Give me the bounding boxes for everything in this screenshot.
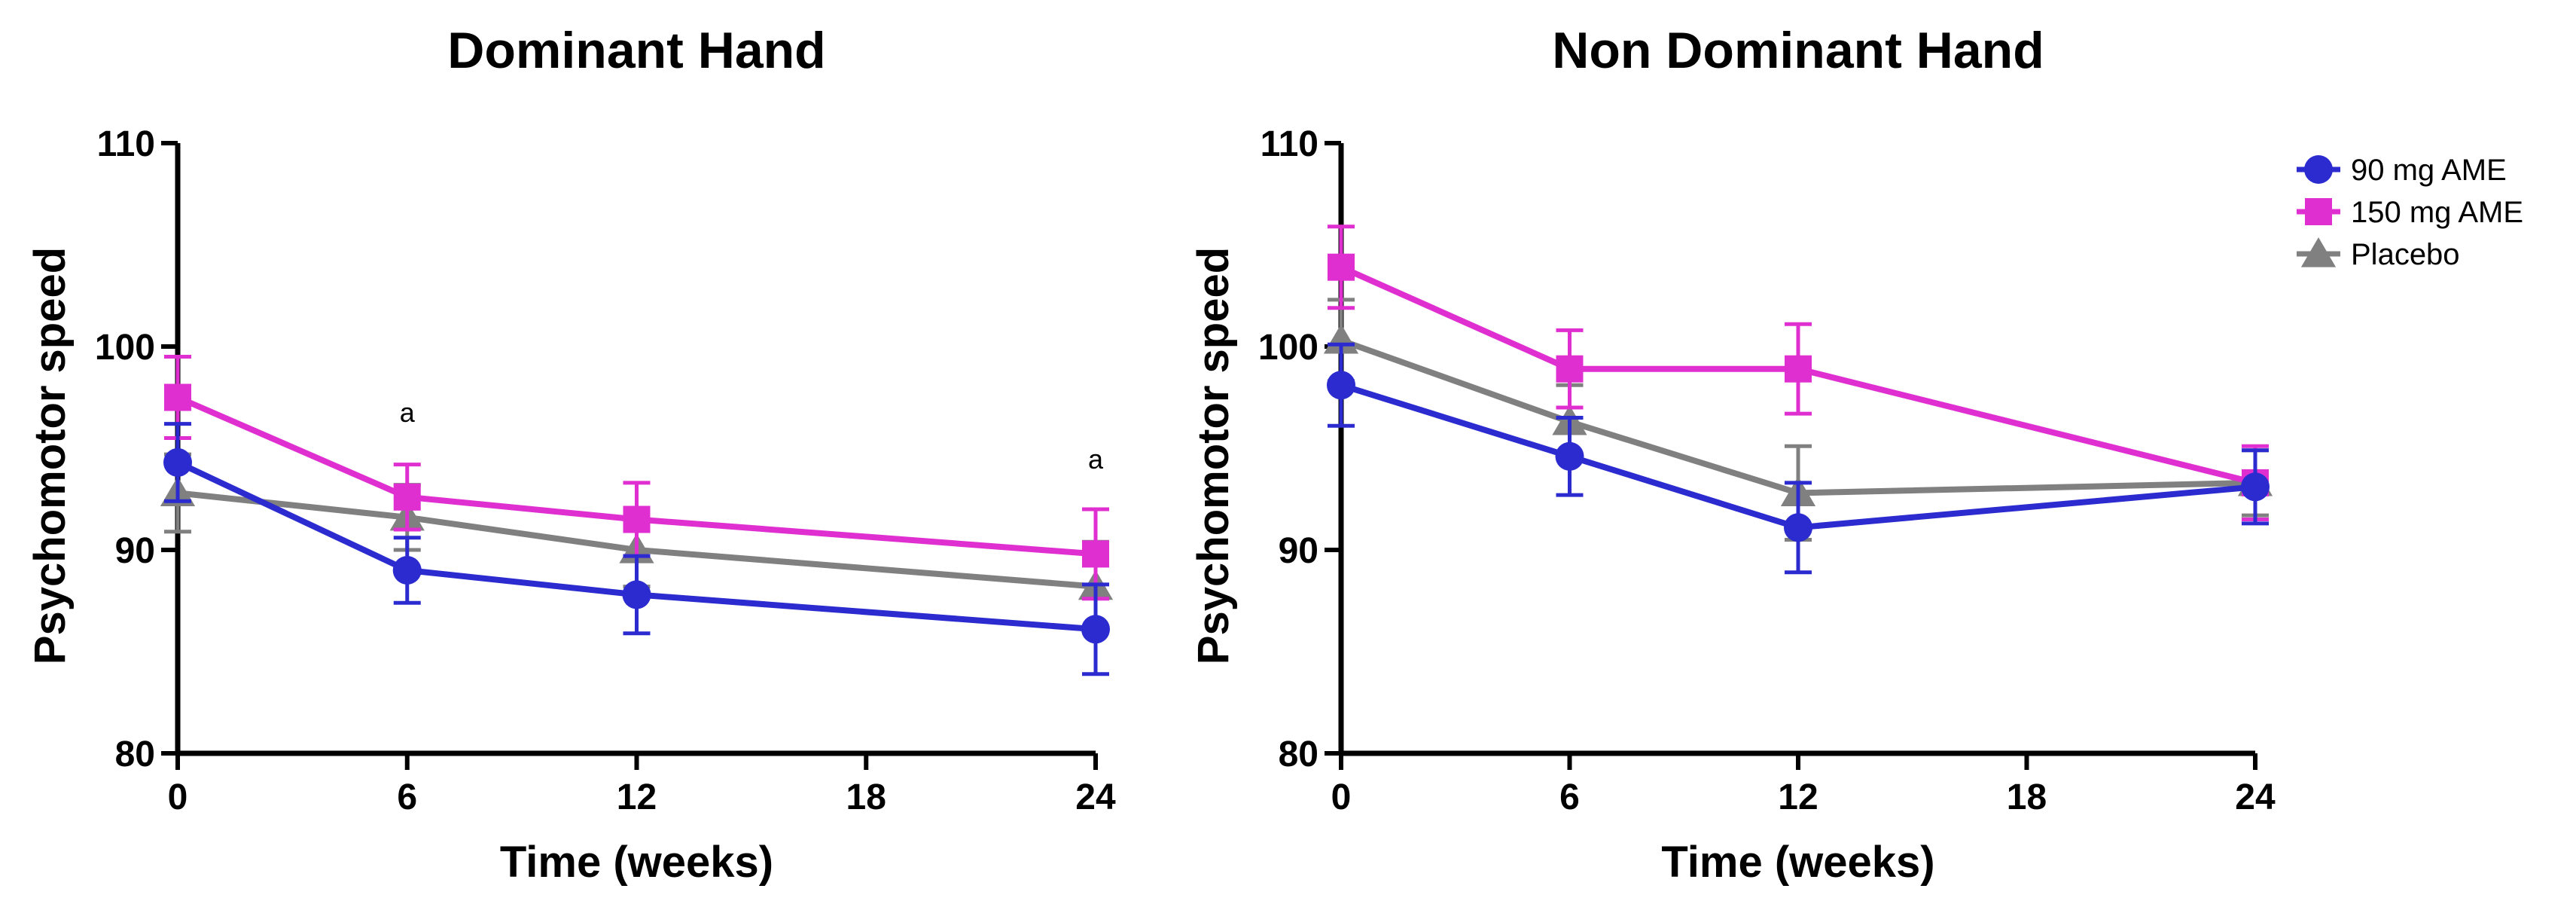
data-point xyxy=(1556,355,1584,383)
data-point xyxy=(1785,355,1812,383)
x-tick-label: 6 xyxy=(397,777,417,817)
annotation-label: a xyxy=(400,397,416,428)
series-line xyxy=(1340,264,2256,486)
y-tick-label: 110 xyxy=(97,124,155,164)
series-line xyxy=(1340,382,2256,531)
y-axis-label: Psychomotor speed xyxy=(1189,247,1238,664)
y-tick-label: 90 xyxy=(115,531,155,571)
y-axis-label: Psychomotor speed xyxy=(26,247,75,664)
series-90-mg-ame xyxy=(163,422,1110,676)
panel-non-dominant-hand: Non Dominant Hand 80 90 100 110 0 6 12 18 24 Time … xyxy=(1189,22,2276,887)
x-tick-label: 12 xyxy=(1778,777,1818,817)
data-point xyxy=(1784,513,1812,542)
x-tick-label: 18 xyxy=(846,777,886,817)
legend-marker xyxy=(2300,237,2337,267)
series-line xyxy=(177,490,1096,590)
data-point xyxy=(622,580,651,609)
y-tick-label: 100 xyxy=(95,328,155,368)
data-point xyxy=(392,556,422,585)
chart-title: Dominant Hand xyxy=(447,22,825,79)
data-point xyxy=(1555,441,1584,471)
legend-marker xyxy=(2305,198,2332,225)
legend-marker xyxy=(2304,155,2333,184)
x-tick-label: 24 xyxy=(1075,777,1116,817)
data-point xyxy=(1081,615,1110,644)
legend-label: 90 mg AME xyxy=(2351,154,2507,187)
legend-label: Placebo xyxy=(2351,238,2460,271)
x-tick-label: 0 xyxy=(1331,777,1352,817)
data-point xyxy=(164,383,191,411)
legend: 90 mg AME 150 mg AME Placebo xyxy=(2297,154,2523,271)
data-point xyxy=(1082,540,1109,568)
chart-title: Non Dominant Hand xyxy=(1552,22,2044,79)
data-point xyxy=(393,483,421,511)
x-axis-label: Time (weeks) xyxy=(500,838,773,887)
annotation-label: a xyxy=(1088,444,1104,475)
y-tick-label: 80 xyxy=(115,734,155,774)
x-tick-label: 24 xyxy=(2235,777,2276,817)
panel-dominant-hand: Dominant Hand 80 90 100 110 0 6 12 18 24 Time (wee… xyxy=(26,22,1116,887)
x-tick-label: 12 xyxy=(617,777,657,817)
data-point xyxy=(1327,371,1355,400)
y-tick-label: 100 xyxy=(1258,328,1318,368)
x-tick-label: 6 xyxy=(1559,777,1580,817)
series-line xyxy=(176,460,1096,633)
x-axis-label: Time (weeks) xyxy=(1661,838,1934,887)
y-tick-label: 90 xyxy=(1279,531,1318,571)
series-line xyxy=(176,394,1096,557)
x-tick-label: 18 xyxy=(2007,777,2047,817)
y-tick-label: 110 xyxy=(1261,124,1318,164)
series-line xyxy=(1340,337,2256,496)
legend-label: 150 mg AME xyxy=(2351,196,2523,229)
x-tick-label: 0 xyxy=(168,777,188,817)
y-tick-label: 80 xyxy=(1279,734,1318,774)
data-point xyxy=(623,505,651,533)
series-90-mg-ame xyxy=(1327,342,2270,575)
data-point xyxy=(2241,472,2270,502)
data-point xyxy=(163,447,192,477)
data-point xyxy=(1328,253,1355,281)
